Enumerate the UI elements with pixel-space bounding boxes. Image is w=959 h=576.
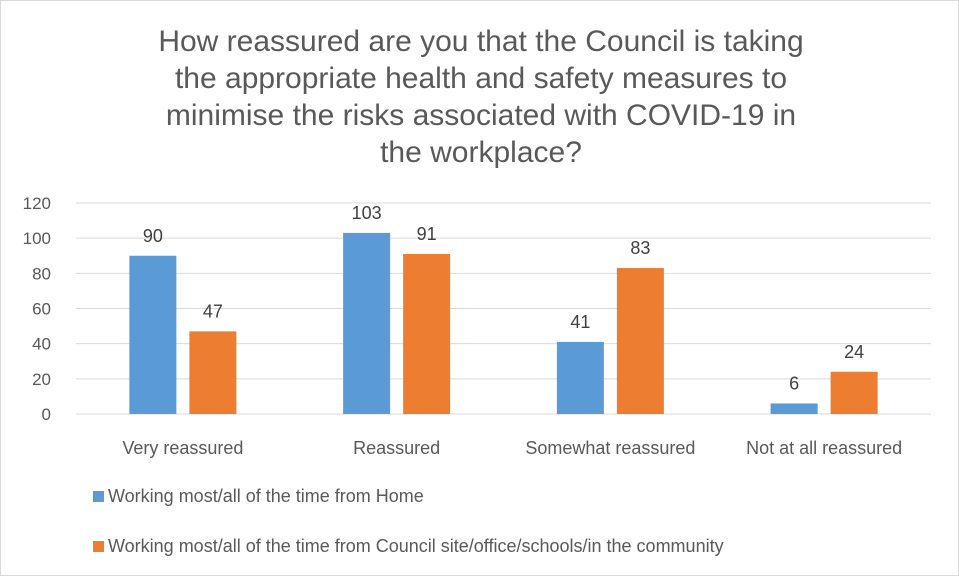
data-label-s1-c0: 47 <box>203 301 223 321</box>
bar-s1-c3 <box>830 371 878 414</box>
data-label-s0-c0: 90 <box>143 226 163 246</box>
data-label-s0-c1: 103 <box>352 203 382 223</box>
y-tick-label: 60 <box>32 300 51 319</box>
legend-item-council-site: Working most/all of the time from Counci… <box>93 536 724 557</box>
x-category-label: Reassured <box>353 438 440 458</box>
bar-s1-c0 <box>189 331 237 414</box>
y-tick-label: 20 <box>32 370 51 389</box>
y-tick-label: 100 <box>23 229 51 248</box>
data-label-s0-c2: 41 <box>570 312 590 332</box>
legend-item-home: Working most/all of the time from Home <box>93 486 424 507</box>
x-category-label: Not at all reassured <box>746 438 902 458</box>
chart-title: How reassured are you that the Council i… <box>158 25 804 169</box>
bar-s0-c0 <box>129 255 177 414</box>
plot-area: 0 20 40 60 80 100 120 90 47 Very reassured 103 91 Re… <box>23 194 931 458</box>
bar-s0-c3 <box>770 403 818 414</box>
data-label-s1-c3: 24 <box>844 342 864 362</box>
x-category-label: Somewhat reassured <box>525 438 695 458</box>
legend-swatch-council-site <box>93 541 104 552</box>
legend-label-home: Working most/all of the time from Home <box>108 486 424 506</box>
x-category-label: Very reassured <box>122 438 243 458</box>
y-tick-label: 120 <box>23 194 51 213</box>
legend-swatch-home <box>93 491 104 502</box>
data-label-s1-c2: 83 <box>630 238 650 258</box>
bar-s0-c2 <box>556 341 604 414</box>
data-label-s0-c3: 6 <box>789 373 799 393</box>
bar-s0-c1 <box>343 232 391 414</box>
bar-s1-c2 <box>616 268 664 414</box>
y-tick-label: 0 <box>42 405 51 424</box>
bar-s1-c1 <box>403 253 451 414</box>
data-label-s1-c1: 91 <box>417 224 437 244</box>
y-tick-label: 40 <box>32 335 51 354</box>
y-tick-label: 80 <box>32 264 51 283</box>
legend-label-council-site: Working most/all of the time from Counci… <box>108 536 724 556</box>
